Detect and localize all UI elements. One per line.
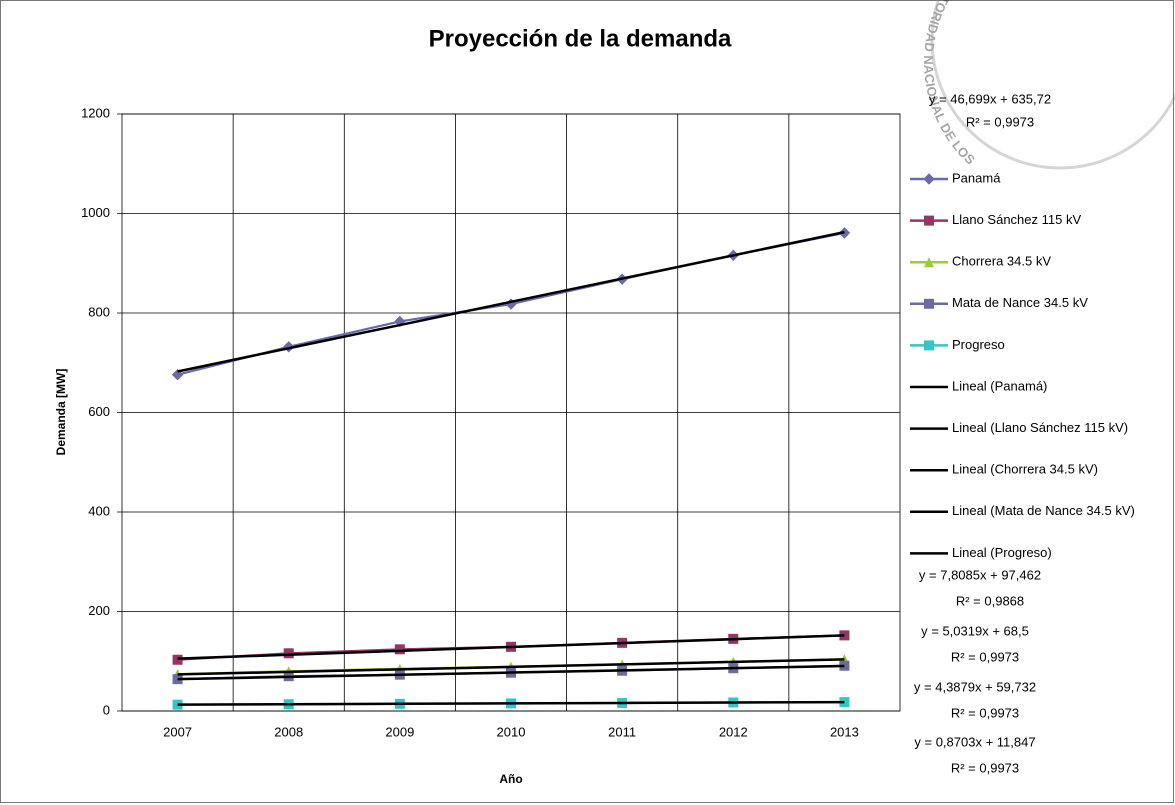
x-axis-title: Año xyxy=(499,772,522,786)
trendline xyxy=(177,634,845,660)
marker xyxy=(839,660,850,671)
marker xyxy=(394,644,405,655)
x-tick-label: 2013 xyxy=(830,724,859,739)
legend-label: Llano Sánchez 115 kV xyxy=(952,212,1081,227)
y-tick-label: 200 xyxy=(88,603,110,618)
legend-marker xyxy=(924,298,934,309)
legend-marker xyxy=(924,257,934,268)
y-tick-label: 0 xyxy=(103,702,110,717)
x-tick-label: 2007 xyxy=(163,724,192,739)
legend-marker xyxy=(923,173,935,185)
legend-label: Chorrera 34.5 kV xyxy=(952,254,1051,269)
legend-label: Lineal (Panamá) xyxy=(952,378,1047,393)
trend-equation: y = 4,3879x + 59,732 xyxy=(914,679,1036,694)
legend-label: Lineal (Llano Sánchez 115 kV) xyxy=(952,420,1128,435)
legend-label: Panamá xyxy=(952,170,1001,185)
trend-r2: R² = 0,9973 xyxy=(951,760,1019,775)
legend-marker xyxy=(924,215,934,226)
x-tick-label: 2010 xyxy=(497,724,526,739)
legend-label: Lineal (Progreso) xyxy=(952,545,1052,560)
y-axis-title: Demanda [MW] xyxy=(54,369,68,456)
trend-equation: y = 7,8085x + 97,462 xyxy=(919,567,1041,582)
trend-r2: R² = 0,9973 xyxy=(966,114,1034,129)
y-tick-label: 1000 xyxy=(81,205,110,220)
y-tick-label: 600 xyxy=(88,404,110,419)
trendline xyxy=(177,664,845,681)
x-tick-label: 2011 xyxy=(608,724,636,739)
y-tick-label: 1200 xyxy=(81,105,110,120)
trend-equation: y = 0,8703x + 11,847 xyxy=(914,734,1035,749)
x-tick-label: 2008 xyxy=(274,724,303,739)
legend-label: Lineal (Chorrera 34.5 kV) xyxy=(952,462,1098,477)
trend-equation: y = 46,699x + 635,72 xyxy=(929,91,1051,106)
x-tick-label: 2012 xyxy=(719,724,748,739)
trend-r2: R² = 0,9868 xyxy=(956,593,1024,608)
trend-r2: R² = 0,9973 xyxy=(951,649,1019,664)
marker xyxy=(172,654,183,665)
stamp-ring xyxy=(930,0,1175,170)
legend-label: Lineal (Mata de Nance 34.5 kV) xyxy=(952,503,1135,518)
legend-label: Mata de Nance 34.5 kV xyxy=(952,295,1088,310)
trendline xyxy=(177,230,845,373)
trendline xyxy=(177,700,845,706)
legend-label: Progreso xyxy=(952,337,1005,352)
trend-equation: y = 5,0319x + 68,5 xyxy=(921,623,1029,638)
legend-marker xyxy=(924,340,934,351)
chart-title: Proyección de la demanda xyxy=(429,25,732,52)
marker xyxy=(283,341,295,353)
trend-r2: R² = 0,9973 xyxy=(951,705,1019,720)
y-tick-label: 400 xyxy=(88,503,110,518)
marker xyxy=(283,648,294,659)
marker xyxy=(172,674,183,685)
legend: Panamá Llano Sánchez 115 kV Chorrera 34.5 … xyxy=(910,170,1135,560)
y-tick-label: 800 xyxy=(88,304,110,319)
trendline xyxy=(177,658,845,676)
x-tick-label: 2009 xyxy=(385,724,414,739)
